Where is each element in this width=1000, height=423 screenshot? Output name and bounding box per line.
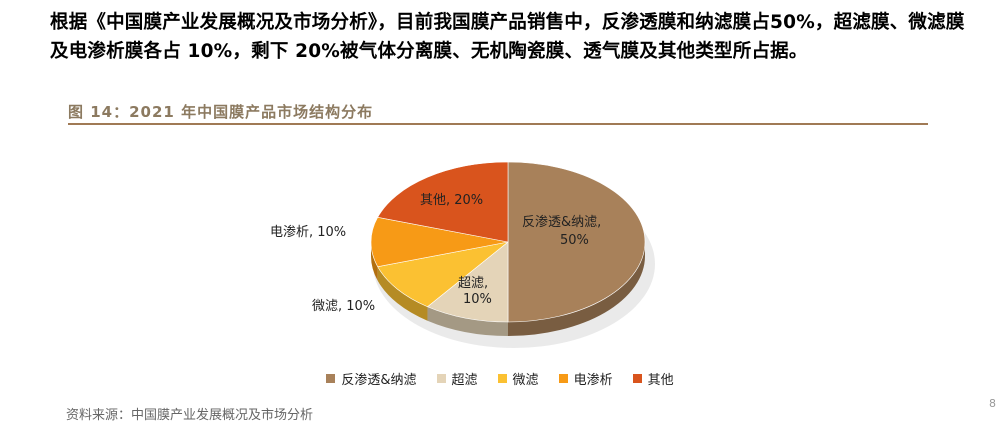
legend-item-2: 超滤 [436, 369, 478, 388]
slice-label-3: 微滤, 10% [312, 299, 375, 314]
pie-slice-3 [377, 241, 509, 308]
legend-label: 反渗透&纳滤 [341, 373, 417, 388]
legend-item-5: 其他 [632, 369, 674, 388]
pie-slice-2 [426, 241, 509, 323]
legend-label: 超滤 [451, 373, 478, 388]
page-number: 8 [989, 397, 996, 410]
legend-swatch [436, 374, 446, 383]
legend-item-3: 微滤 [497, 369, 539, 388]
legend-swatch [558, 374, 568, 383]
legend-label: 微滤 [512, 373, 539, 388]
slice-label-4: 电渗析, 10% [270, 225, 346, 240]
figure-caption: 图 14：2021 年中国膜产品市场结构分布 [68, 103, 374, 121]
slice-label-1: 反渗透&纳滤, [522, 215, 601, 230]
legend-item-4: 电渗析 [558, 369, 613, 388]
legend-label: 电渗析 [573, 373, 613, 388]
chart-legend: 反渗透&纳滤 超滤 微滤 电渗析 其他 [0, 369, 1000, 388]
pie-slice-5 [377, 161, 509, 243]
legend-swatch [632, 374, 642, 383]
slice-label-5: 其他, 20% [420, 193, 483, 208]
caption-divider [68, 123, 928, 125]
source-note: 资料来源：中国膜产业发展概况及市场分析 [66, 408, 314, 423]
legend-swatch [497, 374, 507, 383]
legend-label: 其他 [647, 373, 674, 388]
intro-paragraph: 根据《中国膜产业发展概况及市场分析》，目前我国膜产品销售中，反渗透膜和纳滤膜占5… [50, 12, 965, 62]
pie-slice-4 [370, 216, 509, 268]
slice-label-2: 超滤, [458, 276, 488, 291]
pie-side-1 [508, 242, 645, 336]
pie-side-4 [371, 242, 378, 281]
slice-value-label-1: 50% [560, 233, 589, 248]
pie-side-3 [377, 266, 428, 321]
pie-slice-1 [507, 161, 646, 323]
slice-value-label-2: 10% [463, 292, 492, 307]
legend-swatch [326, 374, 336, 383]
legend-item-1: 反渗透&纳滤 [326, 369, 417, 388]
pie-chart: 反渗透&纳滤, 50% 超滤,10% 微滤, 10% 电渗析, 10% 其他, 20% [270, 161, 655, 348]
